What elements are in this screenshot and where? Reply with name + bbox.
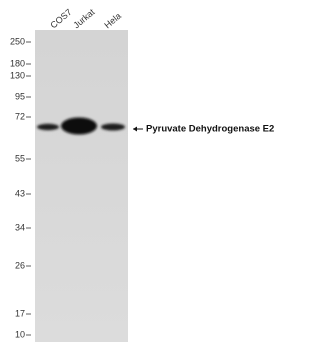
lane-label: Jurkat — [71, 7, 97, 31]
lane-label: COS7 — [48, 7, 73, 30]
membrane — [35, 30, 128, 342]
band-annotation: Pyruvate Dehydrogenase E2 — [133, 124, 274, 135]
marker-label: 17 — [15, 308, 25, 318]
band-hela — [101, 124, 125, 131]
marker-label: 72 — [15, 111, 25, 121]
marker-ladder: 250 180 130 95 72 55 43 34 26 17 10 — [10, 36, 31, 339]
band-jurkat — [61, 118, 97, 135]
marker-label: 95 — [15, 91, 25, 101]
marker-label: 34 — [15, 222, 25, 232]
band-label: Pyruvate Dehydrogenase E2 — [146, 124, 274, 135]
marker-label: 26 — [15, 260, 25, 270]
marker-label: 180 — [10, 58, 25, 68]
marker-label: 43 — [15, 188, 25, 198]
marker-label: 130 — [10, 70, 25, 80]
marker-label: 55 — [15, 153, 25, 163]
marker-label: 250 — [10, 36, 25, 46]
arrow-head — [133, 127, 137, 132]
band-cos7 — [37, 124, 59, 130]
marker-label: 10 — [15, 329, 25, 339]
lane-label: Hela — [102, 11, 123, 31]
